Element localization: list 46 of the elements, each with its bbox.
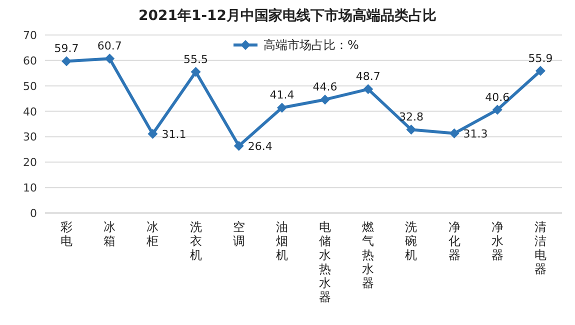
x-tick-label: 燃气热水器 bbox=[362, 220, 374, 290]
point bbox=[234, 140, 244, 151]
y-tick-label: 20 bbox=[23, 156, 37, 170]
data-label: 55.9 bbox=[528, 52, 553, 65]
point bbox=[104, 54, 115, 64]
point bbox=[449, 128, 460, 138]
x-tick-label: 彩电 bbox=[60, 220, 73, 248]
x-tick-label: 洗衣机 bbox=[190, 220, 202, 262]
point bbox=[492, 104, 502, 115]
y-tick-label: 40 bbox=[23, 105, 37, 118]
y-tick-label: 60 bbox=[23, 54, 37, 68]
point bbox=[276, 102, 287, 113]
data-label: 60.7 bbox=[97, 40, 122, 53]
x-tick-label: 冰箱 bbox=[104, 220, 116, 248]
data-label: 44.6 bbox=[312, 80, 338, 94]
x-tick-label: 洗碗机 bbox=[405, 220, 418, 262]
x-tick-label: 清洁电器 bbox=[534, 220, 546, 276]
chart-title: 2021年1-12月中国家电线下市场高端品类占比 bbox=[138, 7, 436, 24]
y-tick-label: 0 bbox=[30, 207, 37, 220]
legend-label: 高端市场占比：% bbox=[264, 38, 359, 52]
y-tick-label: 50 bbox=[23, 80, 37, 93]
data-label: 41.4 bbox=[270, 88, 294, 102]
x-tick-label: 空调 bbox=[232, 220, 245, 248]
y-tick-label: 30 bbox=[23, 130, 37, 144]
point bbox=[148, 128, 158, 139]
data-label: 31.1 bbox=[162, 128, 186, 141]
x-tick-label: 油烟机 bbox=[276, 220, 288, 262]
x-tick-label: 电储水热水器 bbox=[319, 220, 332, 304]
x-tick-label: 净化器 bbox=[448, 220, 460, 262]
point bbox=[535, 66, 546, 76]
data-label: 59.7 bbox=[54, 42, 79, 56]
data-label: 32.8 bbox=[398, 110, 424, 124]
point bbox=[363, 84, 374, 94]
point bbox=[62, 56, 72, 66]
point bbox=[406, 124, 416, 135]
data-label: 26.4 bbox=[248, 140, 272, 153]
data-label: 31.3 bbox=[463, 127, 488, 140]
x-tick-label: 净水器 bbox=[491, 220, 504, 262]
data-label: 40.6 bbox=[485, 90, 510, 104]
point bbox=[190, 66, 201, 77]
y-tick-label: 10 bbox=[23, 182, 37, 195]
y-tick-label: 70 bbox=[23, 29, 37, 42]
data-label: 48.7 bbox=[356, 70, 380, 84]
point bbox=[320, 94, 330, 105]
x-tick-label: 冰柜 bbox=[146, 220, 159, 248]
data-label: 55.5 bbox=[184, 52, 208, 66]
